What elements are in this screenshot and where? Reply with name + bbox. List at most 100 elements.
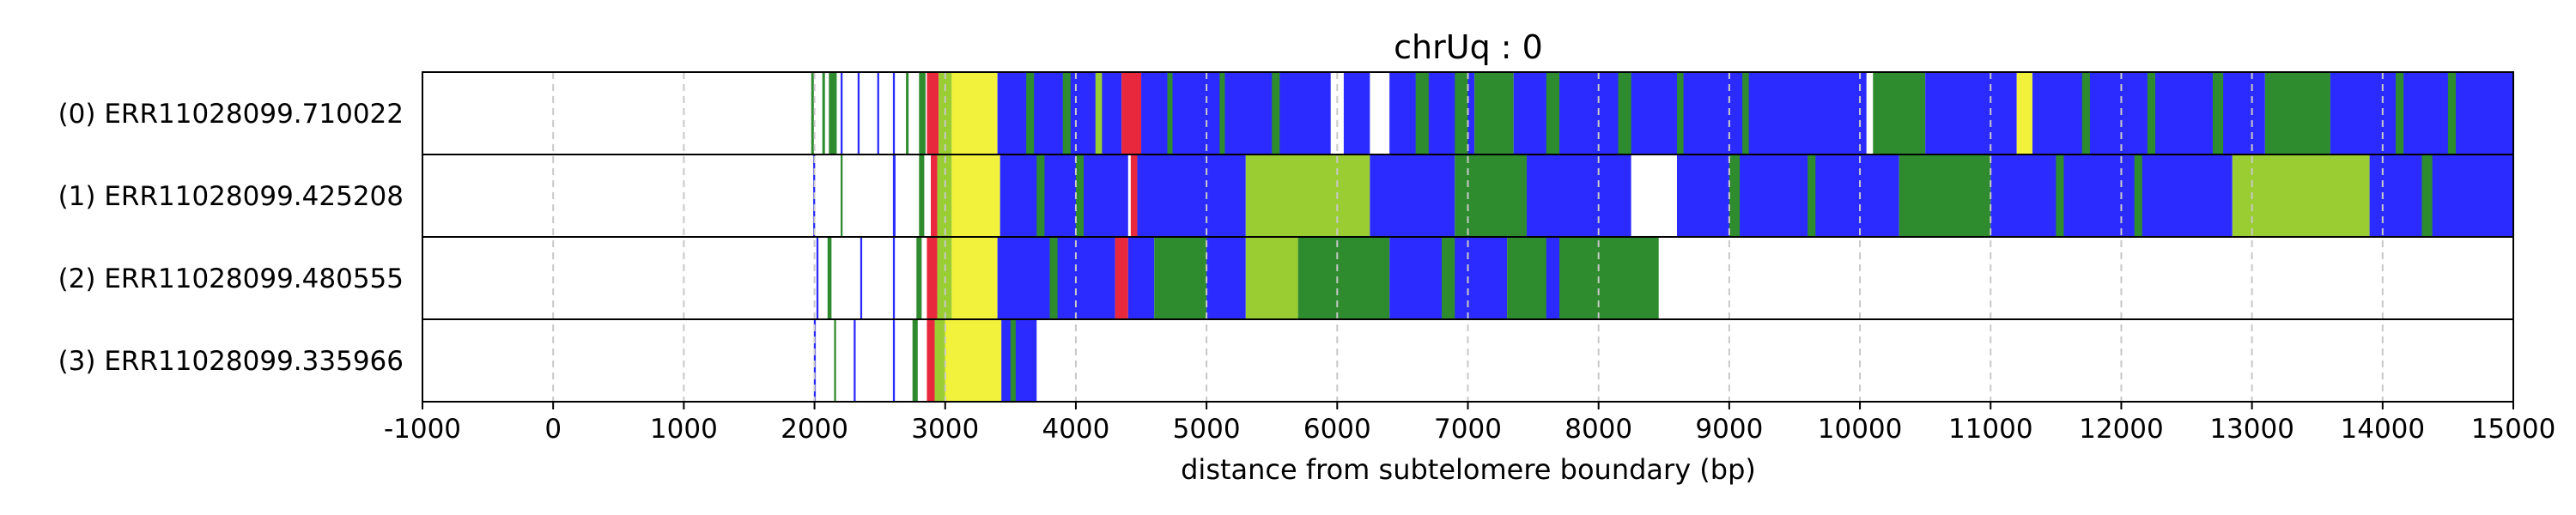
segment-yellow [951,154,1000,237]
segment-green [1546,72,1560,154]
segment-green [1062,72,1071,154]
segment-green [1807,154,1816,237]
read-row-0 [810,72,2514,154]
segment-blue [1127,237,1155,319]
x-tick-label: 13000 [2209,414,2294,445]
row-label-2: (2) ERR11028099.480555 [58,264,404,294]
x-axis-label: distance from subtelomere boundary (bp) [1181,453,1756,486]
read-row-3 [813,319,1037,402]
segment-blue [999,154,1128,237]
segment-green [1873,72,1926,154]
segment-green [829,72,837,154]
segment-blue [892,319,896,402]
read-row-2 [816,237,1659,319]
segment-green [1415,72,1429,154]
segment-green [2134,154,2142,237]
segment-blue [1370,154,1455,237]
segment-blue [1001,319,1037,402]
segment-blue [860,237,863,319]
x-tick-label: 6000 [1303,414,1371,445]
segment-green [2056,154,2064,237]
segment-blue [892,154,896,237]
x-tick-label: 11000 [1948,414,2033,445]
segment-blue [892,237,896,319]
segment-green [2264,72,2330,154]
segment-blue [1526,154,1631,237]
segment-green [1075,154,1084,237]
segment-yellow [945,319,1002,402]
segment-red [927,72,939,154]
segment-green [1728,154,1741,237]
x-tick-label: 7000 [1434,414,1502,445]
segment-blue [857,72,860,154]
segment-blue [2330,72,2513,154]
segment-green [1742,72,1749,154]
segment-green [1026,72,1035,154]
segment-green [912,319,918,402]
segment-blue [892,72,896,154]
segment-red [927,319,935,402]
segment-green [1272,72,1280,154]
read-row-1 [811,154,2513,237]
x-tick-label: 2000 [781,414,848,445]
segment-green [1507,237,1659,319]
segment-green [919,154,925,237]
segment-red [1121,72,1142,154]
segment-blue [1513,72,1867,154]
segment-white [1631,154,1677,237]
segment-green [841,154,843,237]
segment-blue [877,72,879,154]
x-tick-label: 9000 [1695,414,1763,445]
x-tick-label: 5000 [1173,414,1241,445]
chart-title: chrUq : 0 [1394,28,1543,66]
segment-yellowgreen [1095,72,1103,154]
segment-blue [1137,154,1246,237]
x-tick-label: 12000 [2079,414,2164,445]
segment-green [2421,154,2433,237]
segment-red [1115,237,1128,319]
segment-green [2447,72,2457,154]
segment-yellow [951,72,998,154]
row-label-1: (1) ERR11028099.425208 [58,181,404,212]
x-tick-label: 10000 [1818,414,1903,445]
segment-green [1455,154,1527,237]
segment-blue [816,237,819,319]
segment-green [811,72,814,154]
segment-yellowgreen [1245,154,1370,237]
segment-blue [1343,72,1370,154]
segment-blue [841,72,843,154]
segment-green [822,72,825,154]
row-label-3: (3) ERR11028099.335966 [58,346,404,377]
x-tick-label: 8000 [1564,414,1632,445]
segment-yellowgreen [1245,237,1298,319]
segment-blue [1677,154,1899,237]
segment-blue [2369,154,2513,237]
segment-green [1036,154,1045,237]
segment-green [1154,237,1207,319]
segment-green [1049,237,1058,319]
segment-green [1297,237,1390,319]
segment-green [2212,72,2224,154]
segment-blue [1546,237,1560,319]
segment-red [931,154,938,237]
x-tick-label: 1000 [650,414,718,445]
segment-yellowgreen [934,319,945,402]
segment-green [1474,72,1514,154]
segment-green [2081,72,2090,154]
segment-green [1442,237,1455,319]
segment-yellow [2016,72,2032,154]
segment-red [1130,154,1138,237]
segment-blue [997,72,1122,154]
segment-green [1219,72,1225,154]
segment-yellowgreen [2232,154,2370,237]
row-labels: (0) ERR11028099.710022 (1) ERR11028099.42… [58,99,404,377]
segment-green [906,72,909,154]
segment-green [834,319,836,402]
x-tick-label: 3000 [911,414,979,445]
segment-green [919,72,926,154]
segment-blue [854,319,856,402]
x-tick-label: -1000 [384,414,461,445]
segment-green [1010,319,1016,402]
segment-blue [1925,72,2017,154]
